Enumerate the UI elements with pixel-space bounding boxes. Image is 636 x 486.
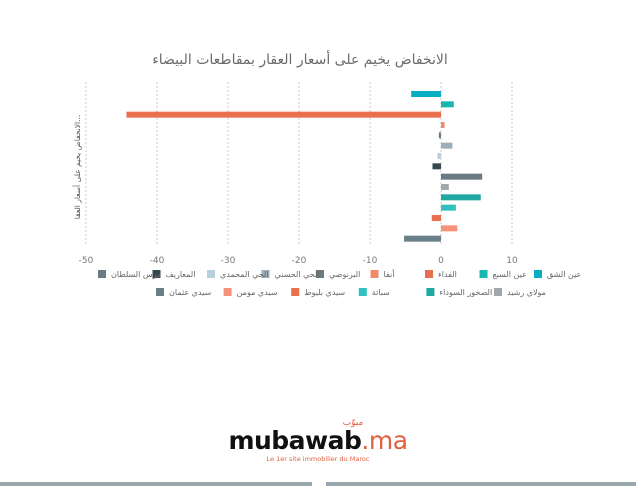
bar <box>432 163 441 170</box>
y-axis-label: الانخفاض يخيم على أسعار العقا... <box>72 115 82 219</box>
logo-arabic-text: مبوّب <box>342 418 364 428</box>
legend-swatch <box>156 288 164 296</box>
legend-label: الحي المحمدي <box>220 270 269 279</box>
legend-swatch <box>207 270 215 278</box>
legend-swatch <box>494 288 502 296</box>
legend-swatch <box>223 288 232 296</box>
mubawab-logo[interactable]: مبوّب mubawab.ma Le 1er site immobilier … <box>0 418 636 463</box>
legend-swatch <box>479 270 488 278</box>
bar <box>441 225 458 232</box>
legend-swatch <box>152 270 161 278</box>
legend-label: البرنوصي <box>329 270 360 279</box>
legend-swatch <box>291 288 300 296</box>
legend-item[interactable]: سباتة <box>358 288 390 297</box>
bar <box>438 132 441 139</box>
legend-item[interactable]: سيدي مومن <box>223 288 278 297</box>
bar <box>437 153 441 159</box>
bar <box>431 215 441 221</box>
bar <box>441 122 445 128</box>
legend-item[interactable]: أنفا <box>370 269 395 279</box>
bar <box>441 101 454 108</box>
legend-label: الحي الحسني <box>275 270 320 279</box>
legend-swatch <box>358 288 367 296</box>
legend-item[interactable]: الفداء <box>425 270 457 279</box>
legend-item[interactable]: مرس السلطان <box>98 270 161 279</box>
legend-item[interactable]: المعاريف <box>152 270 196 279</box>
legend-swatch <box>534 270 542 278</box>
legend-swatch <box>425 270 433 278</box>
legend-label: عين السبع <box>493 270 527 279</box>
legend-item[interactable]: سيدي عثمان <box>156 288 212 297</box>
x-tick-label: -40 <box>150 256 165 266</box>
x-tick-label: -10 <box>363 256 378 266</box>
x-tick-label: -30 <box>221 256 236 266</box>
x-tick-label: 0 <box>438 256 444 266</box>
legend-label: أنفا <box>384 269 395 279</box>
chart-title: الانخفاض يخيم على أسعار العقار بمقاطعات … <box>152 50 448 68</box>
legend-label: الصخور السوداء <box>439 288 492 297</box>
legend-label: الفداء <box>438 270 457 279</box>
legend-label: عين الشق <box>547 270 581 279</box>
bar <box>441 204 456 211</box>
legend-item[interactable]: الصخور السوداء <box>426 288 492 297</box>
bar <box>441 184 449 190</box>
legend-label: مرس السلطان <box>111 270 161 279</box>
logo-tld: .ma <box>361 426 408 455</box>
bar <box>441 173 483 180</box>
logo-wordmark: mubawab.ma <box>0 428 636 454</box>
bar <box>404 235 441 242</box>
logo-tagline: Le 1er site immobilier du Maroc <box>266 455 370 463</box>
bars <box>126 91 483 242</box>
bar <box>441 142 453 149</box>
legend-swatch <box>261 270 270 278</box>
logo-name: mubawab <box>228 426 362 455</box>
legend-item[interactable]: عين السبع <box>479 270 527 279</box>
x-tick-label: 10 <box>506 256 518 266</box>
bottom-bar-notch <box>312 481 326 486</box>
legend-swatch <box>316 270 324 278</box>
legend-item[interactable]: عين الشق <box>534 270 581 279</box>
bar <box>441 194 481 201</box>
bar <box>411 91 441 97</box>
legend-swatch <box>426 288 435 296</box>
legend-item[interactable]: الحي المحمدي <box>207 270 269 279</box>
bar-chart: الانخفاض يخيم على أسعار العقار بمقاطعات … <box>72 50 581 297</box>
legend-label: سباتة <box>372 288 390 297</box>
legend-label: المعاريف <box>166 270 196 279</box>
x-axis-ticks: -50 -40 -30 -20 -10 0 10 <box>79 256 518 266</box>
x-tick-label: -50 <box>79 256 94 266</box>
legend-item[interactable]: مولاي رشيد <box>494 288 546 297</box>
legend-swatch <box>98 270 106 278</box>
legend-item[interactable]: البرنوصي <box>316 270 360 279</box>
legend-label: مولاي رشيد <box>507 288 546 297</box>
legend-swatch <box>370 270 379 278</box>
legend[interactable]: عين الشق عين السبع الفداء أنفا البرنوصي الحي … <box>98 269 581 297</box>
legend-label: سيدي بليوط <box>304 288 345 297</box>
legend-label: سيدي عثمان <box>169 288 212 297</box>
x-tick-label: -20 <box>292 256 307 266</box>
legend-item[interactable]: الحي الحسني <box>261 270 320 279</box>
bar <box>126 111 441 118</box>
legend-item[interactable]: سيدي بليوط <box>291 288 345 297</box>
legend-label: سيدي مومن <box>237 288 278 297</box>
